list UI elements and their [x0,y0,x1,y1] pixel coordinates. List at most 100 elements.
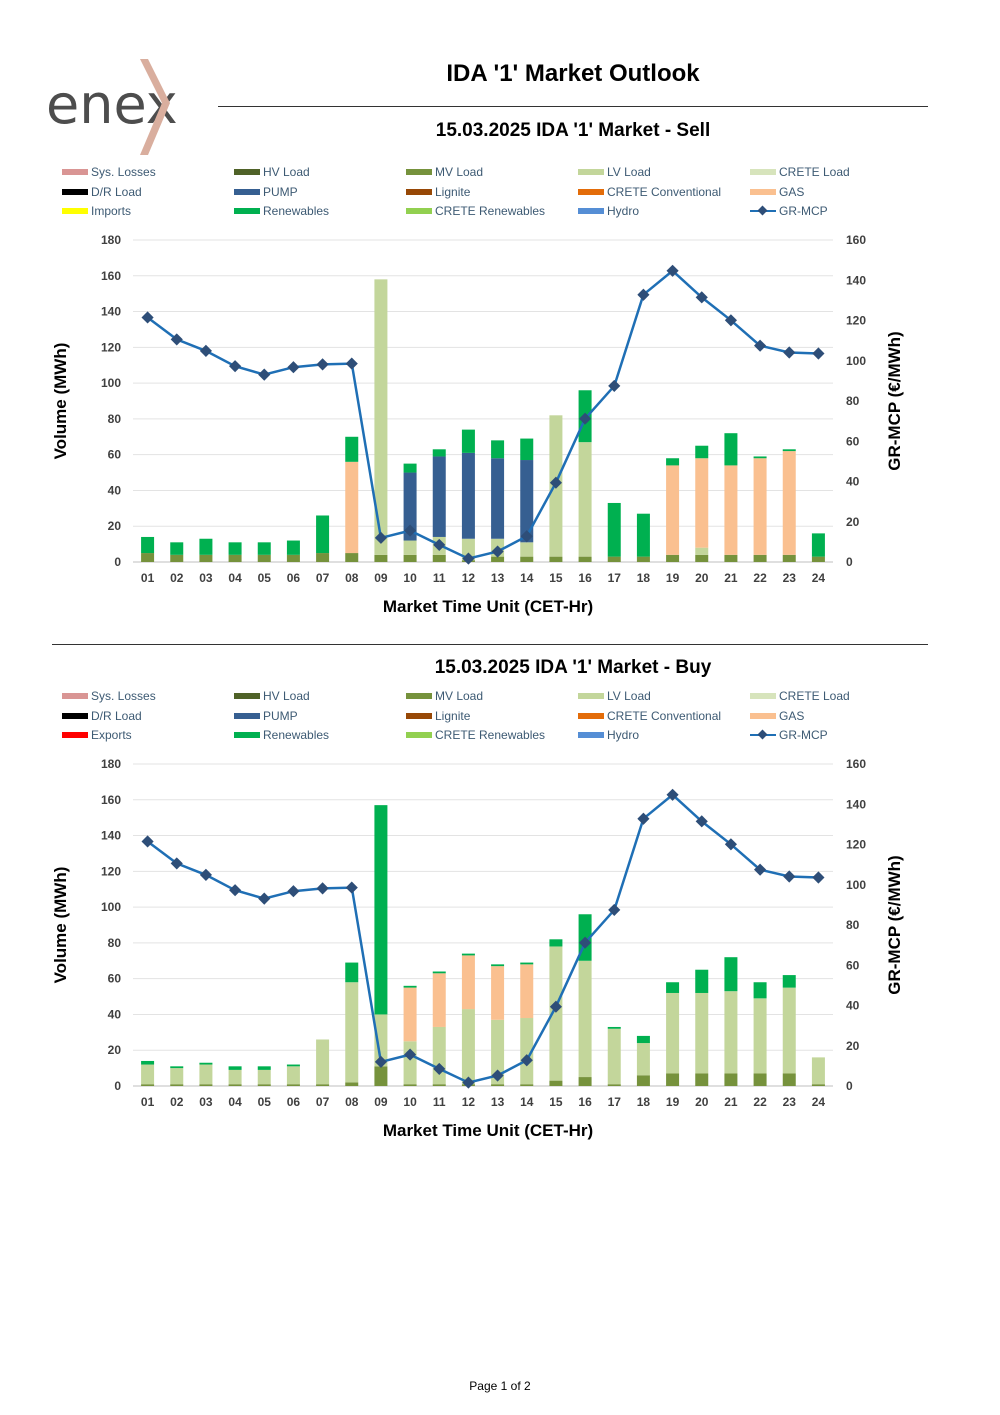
y2-axis-title: GR-MCP (€/MWh) [885,855,904,994]
bar-lv-load [403,540,417,555]
legend-item-lv-load: LV Load [578,687,651,705]
gr-mcp-point [316,358,329,371]
bar-renewables [345,962,359,983]
gr-mcp-point [783,346,796,359]
gr-mcp-point [345,357,358,370]
legend-swatch-hv-load [234,169,260,175]
gr-mcp-point [287,885,300,898]
y2-tick-label: 0 [846,1079,853,1093]
legend-sell: Sys. Losses HV Load MV Load LV Load CRETE Lo… [62,163,942,223]
legend-item-mv-load: MV Load [406,687,483,705]
bar-pump [520,460,534,543]
legend-item-gas: GAS [750,707,804,725]
bar-renewables [491,964,505,967]
gr-mcp-point [783,870,796,883]
bar-lv-load [520,542,534,557]
bar-lv-load [636,1043,650,1076]
bar-mv-load [286,554,300,562]
x-tick-label: 09 [374,571,388,585]
x-tick-label: 02 [170,571,184,585]
y2-axis-title: GR-MCP (€/MWh) [885,331,904,470]
bar-renewables [286,540,300,555]
bar-lv-load [607,1028,621,1085]
legend-label: CRETE Conventional [607,184,722,199]
bar-gas [753,458,767,555]
legend-swatch-hydro [578,732,604,738]
bar-lv-load [286,1066,300,1085]
legend-item-crete-renewables: CRETE Renewables [406,202,545,220]
legend-swatch-crete-renewables [406,732,432,738]
y2-tick-label: 40 [846,475,860,489]
x-tick-label: 03 [199,1095,213,1109]
bar-mv-load [724,1073,738,1086]
bar-mv-load [695,1073,709,1086]
legend-label: GAS [779,708,805,723]
chart-title-sell: 15.03.2025 IDA '1' Market - Sell [435,120,711,141]
legend-item-gas: GAS [750,183,804,201]
bar-mv-load [636,1075,650,1086]
bar-lv-load [811,1057,825,1085]
x-tick-label: 04 [228,571,242,585]
y-tick-label: 20 [108,1043,122,1057]
bar-pump [461,452,475,539]
x-tick-label: 19 [666,571,680,585]
gr-mcp-point [287,361,300,374]
gr-mcp-point [229,884,242,897]
legend-label: Lignite [435,708,471,723]
legend-label: GAS [779,184,805,199]
legend-item-lv-load: LV Load [578,163,651,181]
x-tick-label: 14 [520,571,534,585]
y2-tick-label: 120 [846,314,866,328]
bar-mv-load [228,554,242,562]
y-tick-label: 140 [101,305,121,319]
gr-mcp-point [812,871,825,884]
x-tick-label: 07 [316,571,330,585]
bar-renewables [228,542,242,555]
y2-tick-label: 60 [846,958,860,972]
x-tick-label: 15 [549,1095,563,1109]
x-tick-label: 23 [783,571,797,585]
bar-mv-load [432,554,446,562]
bar-mv-load [578,556,592,562]
legend-item-pump: PUMP [234,707,298,725]
x-tick-label: 12 [462,571,476,585]
bar-lv-load [374,1014,388,1067]
bar-gas [695,458,709,548]
x-tick-label: 10 [403,1095,417,1109]
logo-chevron [140,59,170,155]
bar-renewables [257,1066,271,1070]
bar-renewables [461,429,475,453]
legend-swatch-crete-renewables [406,208,432,214]
bar-renewables [316,515,330,554]
bar-mv-load [811,1084,825,1086]
gr-mcp-point [404,524,417,537]
bar-lv-load [228,1069,242,1085]
legend-label: LV Load [607,689,651,703]
y-tick-label: 180 [101,233,121,247]
bar-mv-load [141,553,155,562]
gr-mcp-point [199,344,212,357]
legend-label: MV Load [435,165,484,179]
legend-swatch-pump [234,188,260,195]
y2-tick-label: 100 [846,354,866,368]
legend-item-hv-load: HV Load [234,687,310,705]
x-tick-label: 07 [316,1095,330,1109]
y-tick-label: 140 [101,829,121,843]
legend-label: Sys. Losses [91,689,156,703]
y2-tick-label: 40 [846,999,860,1013]
bar-mv-load [782,554,796,562]
legend-label: CRETE Conventional [607,708,722,723]
bar-renewables [141,536,155,554]
bar-lv-load [403,1041,417,1085]
bar-renewables [695,969,709,993]
x-tick-label: 22 [753,571,767,585]
x-tick-label: 24 [812,571,826,585]
y-tick-label: 20 [108,519,122,533]
bar-renewables [374,805,388,1015]
gr-mcp-point [462,1076,475,1089]
legend-label: PUMP [263,184,298,199]
bar-renewables [228,1066,242,1070]
bar-mv-load [549,1080,563,1086]
bar-mv-load [199,554,213,562]
chart-title-buy: 15.03.2025 IDA '1' Market - Buy [434,657,712,678]
